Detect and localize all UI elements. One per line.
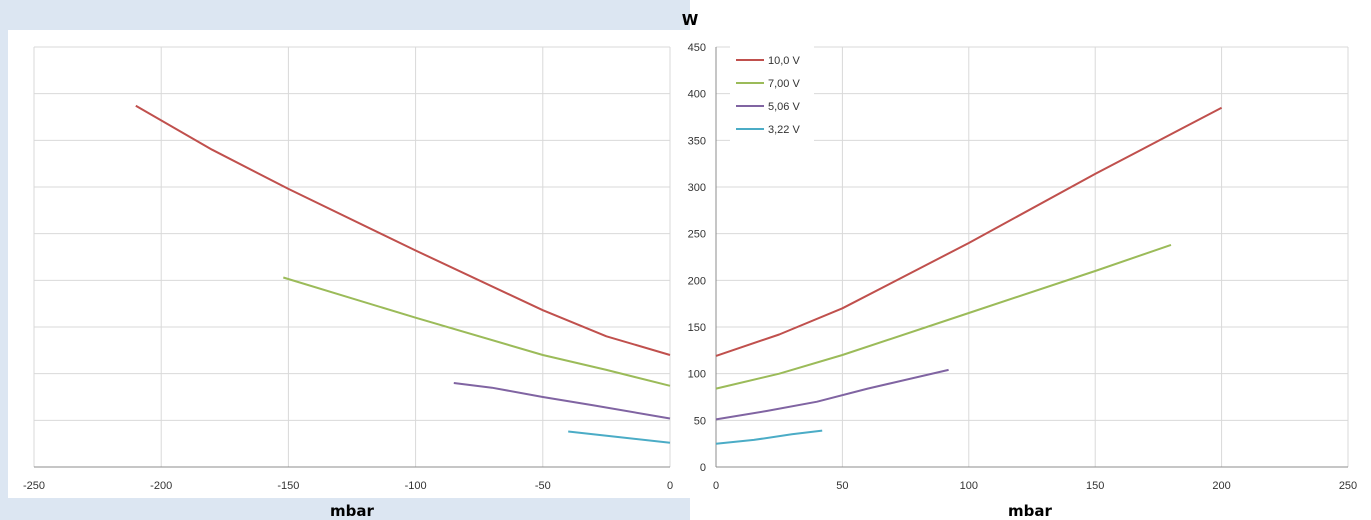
legend-label-3v: 3,22 V bbox=[768, 124, 800, 136]
series-lines bbox=[135, 104, 1223, 445]
x-tick-label-left: -250 bbox=[23, 480, 45, 492]
x-tick-label-left: -50 bbox=[535, 480, 551, 492]
x-tick-label-left: -100 bbox=[405, 480, 427, 492]
x-tick-label-right: 0 bbox=[713, 480, 719, 492]
x-tick-label-right: 200 bbox=[1212, 480, 1230, 492]
y-axis-label: W bbox=[682, 11, 699, 29]
y-tick-label: 200 bbox=[688, 275, 706, 287]
legend-box bbox=[730, 42, 814, 142]
gridlines bbox=[33, 46, 1349, 468]
y-tick-label: 350 bbox=[688, 135, 706, 147]
legend-label-5v: 5,06 V bbox=[768, 101, 800, 113]
legend-label-7v: 7,00 V bbox=[768, 78, 800, 90]
series-line-left-2 bbox=[453, 382, 671, 420]
x-tick-label-left: -150 bbox=[277, 480, 299, 492]
x-axis-label-right: mbar bbox=[1008, 502, 1052, 520]
tick-labels: 0 50 100 150 200 250 300 350 400 450 -250 -200 -150 -… bbox=[23, 42, 1357, 492]
y-tick-label: 100 bbox=[688, 369, 706, 381]
y-tick-label: 450 bbox=[688, 42, 706, 54]
x-tick-label-left: 0 bbox=[667, 480, 673, 492]
x-tick-label-right: 150 bbox=[1086, 480, 1104, 492]
x-tick-label-right: 250 bbox=[1339, 480, 1357, 492]
x-tick-label-right: 50 bbox=[836, 480, 848, 492]
series-line-right-2 bbox=[715, 368, 949, 421]
y-tick-label: 300 bbox=[688, 182, 706, 194]
y-tick-label: 150 bbox=[688, 322, 706, 334]
legend: 10,0 V 7,00 V 5,06 V 3,22 V bbox=[730, 42, 814, 142]
series-line-right-1 bbox=[715, 243, 1172, 390]
series-line-right-3 bbox=[715, 429, 823, 445]
legend-label-10v: 10,0 V bbox=[768, 55, 800, 67]
x-axis-label-left: mbar bbox=[330, 502, 374, 520]
series-line-left-1 bbox=[283, 276, 671, 387]
y-tick-label: 250 bbox=[688, 229, 706, 241]
x-tick-label-left: -200 bbox=[150, 480, 172, 492]
y-tick-label: 400 bbox=[688, 89, 706, 101]
series-line-left-3 bbox=[568, 430, 671, 444]
x-tick-label-right: 100 bbox=[960, 480, 978, 492]
series-line-right-0 bbox=[715, 106, 1223, 357]
series-line-left-0 bbox=[135, 104, 671, 356]
y-tick-label: 50 bbox=[694, 415, 706, 427]
y-tick-label: 0 bbox=[700, 462, 706, 474]
